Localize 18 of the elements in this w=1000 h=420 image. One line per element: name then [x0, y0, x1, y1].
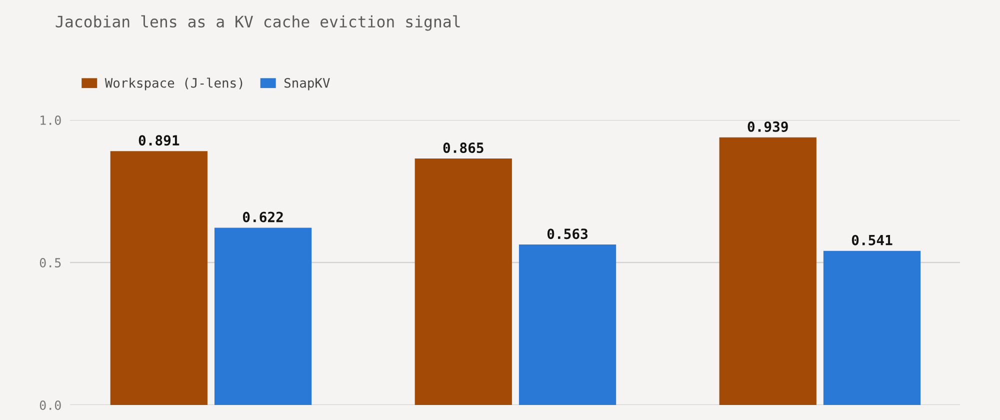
bar [518, 244, 616, 405]
data-label: 0.891 [138, 135, 180, 146]
y-tick-label: 0.0 [40, 400, 61, 410]
bar [719, 137, 816, 405]
bar [110, 151, 208, 405]
legend-label: Workspace (J-lens) [104, 78, 242, 90]
data-label: 0.541 [852, 234, 892, 246]
bar [823, 250, 921, 405]
chart-title: Jacobian lens as a KV cache eviction signal [56, 15, 460, 31]
bar [214, 228, 312, 405]
data-label: 0.563 [547, 228, 588, 240]
legend-label: SnapKV [284, 78, 330, 90]
data-label: 0.865 [443, 142, 484, 154]
data-label: 0.622 [242, 212, 283, 222]
bar [414, 158, 512, 405]
y-tick-label: 0.5 [40, 258, 61, 268]
data-label: 0.939 [748, 121, 788, 132]
y-tick-label: 1.0 [40, 116, 61, 125]
